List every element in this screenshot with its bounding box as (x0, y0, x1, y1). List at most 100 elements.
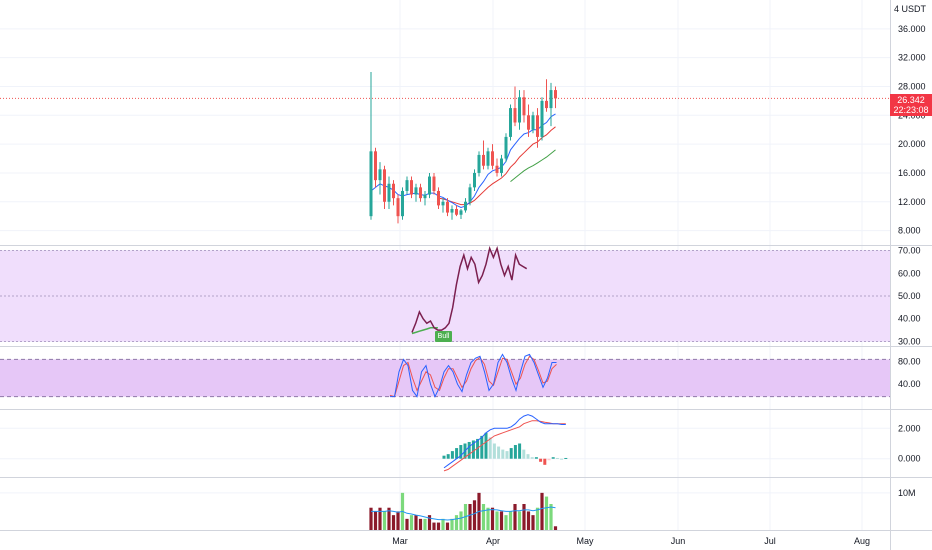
candle-body (392, 183, 395, 199)
candle (423, 190, 427, 206)
macd-histogram-bar (459, 445, 463, 459)
volume-bar (499, 511, 504, 530)
candle-body (387, 183, 391, 202)
candle-body (554, 90, 557, 99)
candle (378, 162, 382, 195)
candle (410, 176, 413, 199)
macd-histogram-bar (488, 437, 492, 459)
x-tick-label: Jul (764, 536, 776, 546)
y-tick-label: 16.000 (898, 168, 926, 178)
volume-panel[interactable] (369, 492, 558, 530)
candle-body (527, 115, 530, 130)
candle-body (482, 154, 485, 166)
candle (549, 82, 553, 127)
candle (509, 104, 512, 141)
candle (369, 72, 373, 220)
candle (518, 90, 521, 130)
candle (455, 205, 458, 217)
bull-divergence-tag: Bull (435, 331, 452, 342)
y-tick-label: 12.000 (898, 197, 926, 207)
stochastic-band (0, 359, 890, 397)
volume-bar (517, 511, 522, 530)
candle (495, 158, 499, 177)
candle-body (414, 187, 418, 195)
rsi-panel[interactable] (0, 245, 890, 342)
volume-bar (526, 511, 531, 530)
macd-histogram-bar (480, 435, 484, 459)
candle (468, 183, 472, 206)
price-panel[interactable] (0, 72, 890, 224)
volume-bar (382, 511, 387, 530)
candle (554, 86, 557, 109)
ema-slow-line (510, 149, 556, 182)
candle (383, 165, 386, 209)
currency-unit-label[interactable]: 4 USDT (893, 4, 926, 14)
candle (446, 198, 449, 217)
volume-bar (418, 518, 423, 530)
volume-bar (378, 507, 382, 530)
volume-bar (490, 507, 495, 530)
candle-body (531, 115, 535, 130)
y-tick-label: 80.00 (898, 356, 921, 366)
candle-body (374, 151, 377, 181)
macd-histogram-bar (560, 458, 564, 460)
volume-bar (409, 515, 414, 530)
volume-bar (486, 507, 490, 530)
candle-body (513, 108, 517, 123)
volume-bar (459, 511, 463, 530)
y-tick-label: 8.000 (898, 226, 921, 236)
volume-bar (432, 522, 436, 530)
macd-histogram-bar (492, 443, 496, 459)
candle-body (468, 187, 472, 202)
candle (536, 108, 539, 148)
macd-signal-line (443, 420, 566, 472)
volume-bar (544, 496, 549, 530)
volume-bar (454, 515, 459, 530)
candle (486, 147, 490, 170)
x-tick-label: Apr (486, 536, 500, 546)
macd-histogram-bar (518, 443, 522, 459)
candle-body (455, 208, 458, 215)
candle-body (504, 136, 508, 159)
candle-body (405, 180, 409, 191)
candle (513, 86, 517, 127)
volume-bar (450, 518, 454, 530)
candle (504, 133, 508, 163)
volume-bar (549, 504, 553, 530)
candle-body (441, 201, 445, 206)
candle-body (459, 210, 463, 215)
macd-histogram-bar (505, 451, 509, 459)
y-tick-label: 10M (898, 488, 916, 498)
volume-bar (373, 511, 378, 530)
candle-body (428, 176, 431, 195)
candle-body (450, 208, 454, 213)
last-price-label: 26.342 22:23:08 (890, 94, 932, 116)
candle-body (473, 172, 476, 188)
macd-histogram-bar (450, 451, 454, 459)
candle-body (545, 100, 548, 109)
macd-histogram-bar (446, 454, 450, 459)
bar-countdown: 22:23:08 (893, 105, 929, 115)
candle-body (437, 190, 440, 206)
macd-histogram-bar (526, 454, 530, 459)
candle (392, 180, 395, 206)
macd-panel[interactable] (442, 414, 568, 472)
candle (432, 172, 436, 195)
volume-bar (472, 500, 477, 530)
candle-body (491, 151, 494, 166)
volume-bar (513, 504, 517, 530)
ema-mid-line (438, 126, 556, 206)
macd-histogram-bar (476, 438, 480, 459)
stochastic-panel[interactable] (0, 353, 890, 398)
macd-histogram-bar (455, 448, 459, 459)
macd-histogram-bar (467, 441, 471, 459)
y-tick-label: 40.00 (898, 379, 921, 389)
volume-bar (531, 515, 535, 530)
candle (437, 187, 440, 209)
candle (428, 172, 431, 199)
candle (414, 183, 418, 202)
candle-body (369, 151, 373, 217)
x-tick-label: Aug (854, 536, 870, 546)
